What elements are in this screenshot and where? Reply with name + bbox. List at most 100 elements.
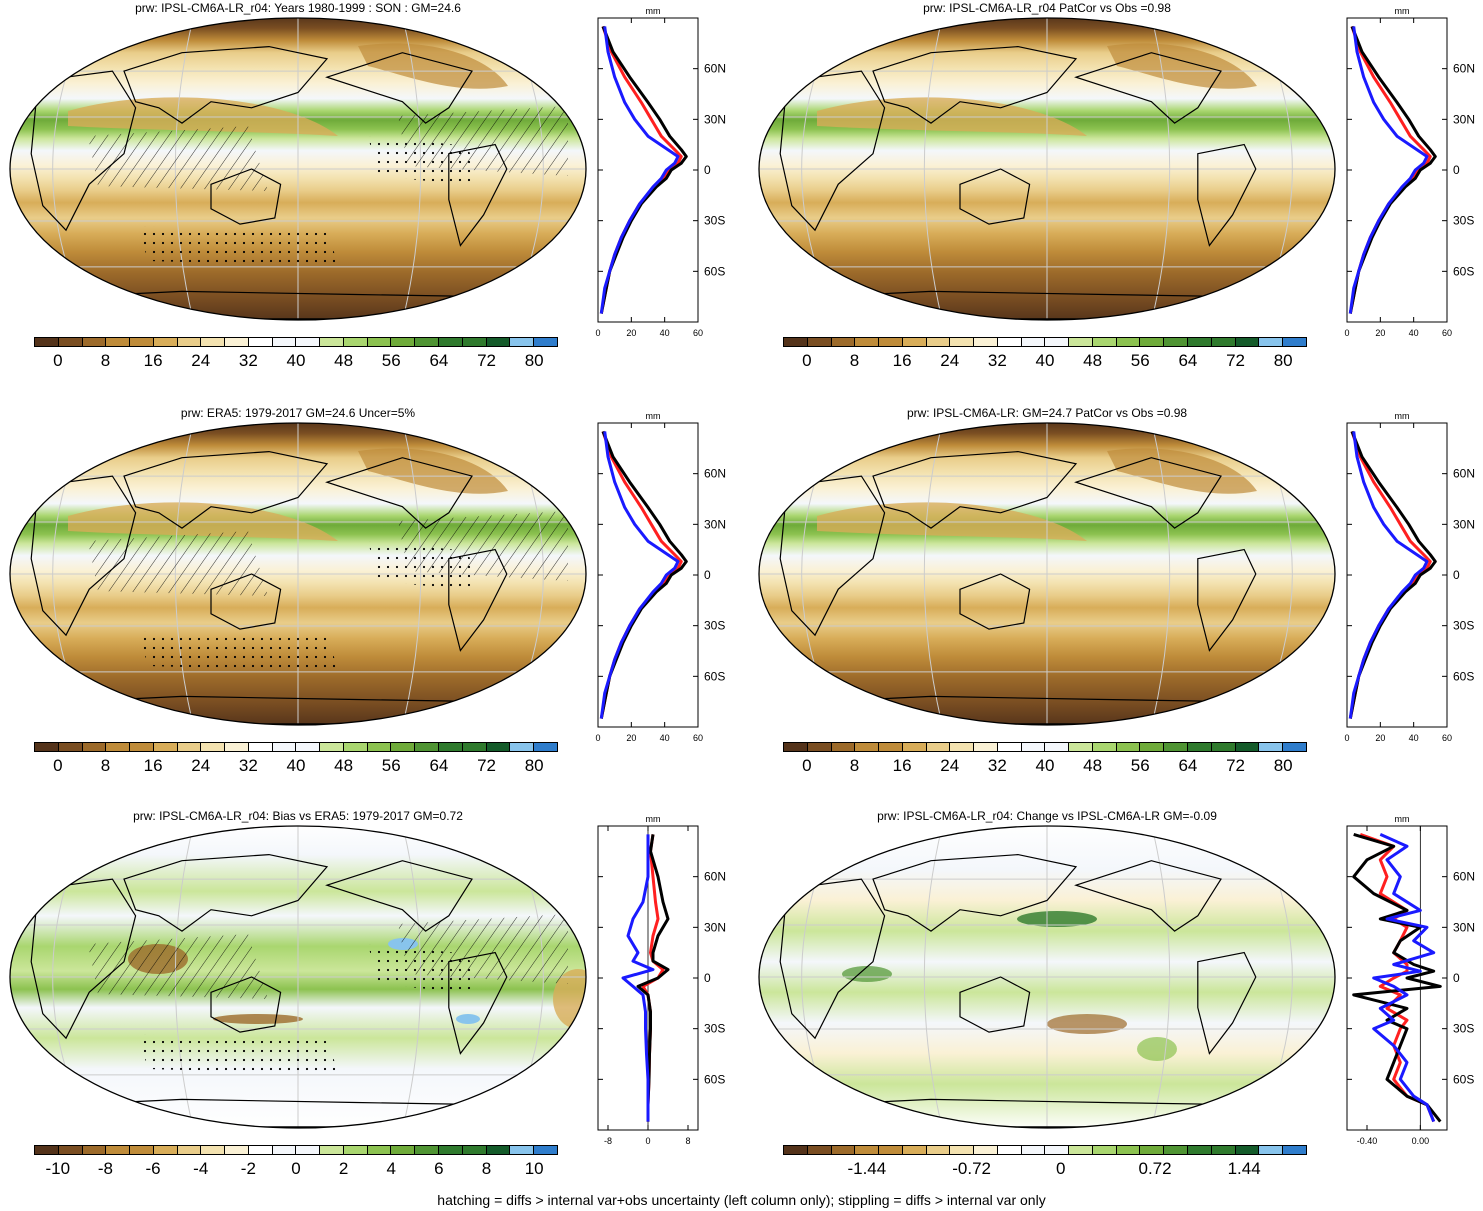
colorbar-swatch (855, 338, 880, 346)
profile-x-tick-label: 60 (693, 328, 703, 338)
colorbar-swatch (1116, 338, 1141, 346)
colorbar-swatch (1235, 743, 1260, 751)
colorbar-swatch (1259, 743, 1284, 751)
colorbar-swatch (225, 1146, 249, 1154)
colorbar-swatch (35, 338, 59, 346)
colorbar-swatch (784, 1146, 808, 1154)
colorbar-swatch (1116, 743, 1141, 751)
colorbar-labels: 0 8 16 24 32 40 48 56 64 72 80 (34, 756, 558, 778)
colorbar-swatch (391, 1146, 416, 1154)
colorbar-swatch (1092, 338, 1117, 346)
colorbar-swatch (153, 743, 178, 751)
colorbar (783, 1145, 1307, 1155)
profile-lat-tick-label: 0 (704, 568, 711, 582)
profile-unit-label: mm (646, 814, 661, 824)
robinson-map (758, 422, 1336, 726)
colorbar-tick-label: 56 (381, 351, 401, 370)
colorbar-swatch (296, 743, 321, 751)
colorbar-swatch (320, 338, 344, 346)
colorbar-tick-label: 0 (802, 756, 812, 775)
colorbar-tick-label: 72 (477, 351, 496, 370)
panel-title: prw: IPSL-CM6A-LR: GM=24.7 PatCor vs Obs… (906, 406, 1188, 420)
colorbar-labels: -1.44 -0.72 0 0.72 1.44 (783, 1159, 1307, 1181)
profile-x-tick-label: 0.00 (1412, 1136, 1430, 1146)
profile-lat-tick-label: 0 (1453, 163, 1460, 177)
colorbar-swatch (807, 1146, 832, 1154)
profile-series-blue (599, 431, 680, 719)
colorbar-swatch (391, 338, 416, 346)
profile-x-tick-label: 40 (1409, 328, 1419, 338)
panel-title: prw: IPSL-CM6A-LR_r04: Bias vs ERA5: 197… (133, 809, 463, 823)
profile-lat-tick-label: 60N (704, 62, 726, 76)
profile-lat-tick-label: 60N (704, 467, 726, 481)
colorbar-tick-label: 72 (477, 756, 496, 775)
colorbar-swatch (1140, 338, 1165, 346)
profile-lat-tick-label: 30N (1453, 920, 1475, 934)
colorbar-swatch (1045, 1146, 1070, 1154)
colorbar-tick-label: 8 (100, 351, 111, 370)
colorbar-swatch (1140, 1146, 1165, 1154)
colorbar-tick-label: 2 (338, 1159, 349, 1178)
colorbar (34, 742, 558, 752)
colorbar-swatch (462, 338, 487, 346)
robinson-map (758, 17, 1336, 321)
profile-x-tick-label: 0 (595, 733, 600, 743)
colorbar (783, 337, 1307, 347)
colorbar-swatch (106, 338, 131, 346)
profile-series-blue (599, 26, 680, 314)
colorbar-swatch (486, 743, 511, 751)
colorbar-swatch (415, 338, 440, 346)
colorbar-swatch (1021, 1146, 1046, 1154)
colorbar-swatch (367, 1146, 392, 1154)
colorbar-tick-label: 80 (1273, 756, 1293, 775)
colorbar-tick-label: 0 (53, 756, 63, 775)
colorbar-swatch (855, 743, 880, 751)
colorbar-swatch (1188, 743, 1212, 751)
colorbar-swatch (902, 338, 927, 346)
profile-series-black (1352, 832, 1442, 1123)
colorbar-tick-label: 16 (143, 756, 163, 775)
colorbar-swatch (130, 338, 154, 346)
colorbar-swatch (1021, 338, 1046, 346)
colorbar-swatch (439, 338, 463, 346)
zonal-mean-profile: mm 60N 30N 0 30S 60S 0 20 40 60 (1344, 6, 1475, 338)
colorbar-tick-label: 4 (386, 1159, 396, 1178)
profile-lat-tick-label: 30S (704, 619, 725, 633)
colorbar-swatch (272, 338, 297, 346)
colorbar-tick-label: 32 (987, 351, 1007, 370)
colorbar-swatch (534, 338, 557, 346)
colorbar-tick-label: 8 (100, 756, 111, 775)
colorbar-tick-label: 48 (1083, 756, 1103, 775)
colorbar-swatch (343, 338, 368, 346)
colorbar-tick-label: 32 (238, 756, 258, 775)
colorbar-swatch (534, 743, 557, 751)
colorbar-tick-label: 8 (481, 1159, 492, 1178)
colorbar (34, 337, 558, 347)
zonal-mean-profile: mm 60N 30N 0 30S 60S -0.40 0.00 (1346, 814, 1475, 1146)
colorbar-swatch (1045, 338, 1070, 346)
colorbar-swatch (1140, 743, 1165, 751)
colorbar-swatch (974, 1146, 998, 1154)
colorbar-tick-label: 56 (381, 756, 401, 775)
colorbar-swatch (1069, 743, 1093, 751)
profile-lat-tick-label: 30S (1453, 214, 1474, 228)
colorbar-tick-label: 8 (849, 756, 860, 775)
colorbar-labels: 0 8 16 24 32 40 48 56 64 72 80 (783, 756, 1307, 778)
colorbar-swatch (1235, 338, 1260, 346)
colorbar-swatch (391, 743, 416, 751)
colorbar-swatch (1188, 338, 1212, 346)
profile-x-tick-label: 0 (595, 328, 600, 338)
colorbar-swatch (950, 743, 975, 751)
colorbar-swatch (1021, 743, 1046, 751)
colorbar-tick-label: -4 (193, 1159, 209, 1178)
colorbar-swatch (201, 338, 226, 346)
colorbar-tick-label: 8 (849, 351, 860, 370)
colorbar-tick-label: 64 (429, 756, 449, 775)
profile-series-blue (1372, 833, 1436, 1123)
profile-lat-tick-label: 30S (704, 214, 725, 228)
colorbar-swatch (997, 743, 1022, 751)
colorbar-swatch (950, 338, 975, 346)
colorbar-swatch (486, 1146, 511, 1154)
colorbar-swatch (1164, 338, 1189, 346)
colorbar-tick-label: 6 (434, 1159, 444, 1178)
